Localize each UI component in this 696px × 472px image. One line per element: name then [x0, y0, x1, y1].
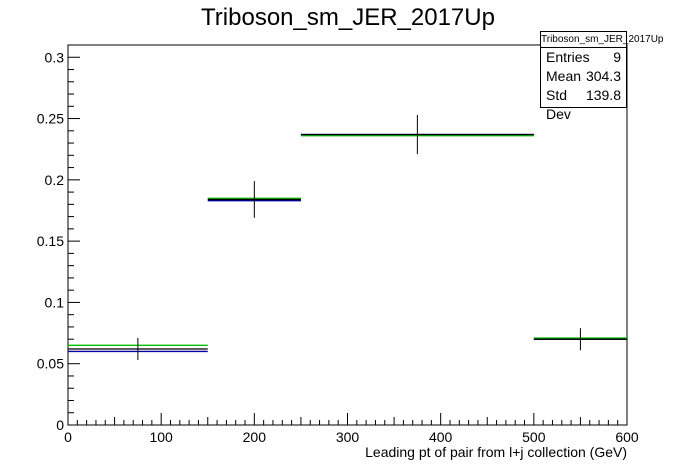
x-axis-label: Leading pt of pair from l+j collection (… [365, 444, 627, 460]
stats-row-mean: Mean 304.3 [541, 67, 626, 86]
stats-label: Std Dev [546, 87, 571, 122]
y-tick-label: 0 [56, 417, 64, 433]
y-tick-label: 0.1 [45, 294, 65, 310]
chart-title: Triboson_sm_JER_2017Up [201, 4, 495, 31]
x-tick-label: 100 [149, 429, 173, 445]
y-tick-label: 0.25 [37, 111, 64, 127]
x-tick-label: 600 [615, 429, 639, 445]
x-tick-label: 500 [522, 429, 546, 445]
stats-row-entries: Entries 9 [541, 48, 626, 67]
y-tick-label: 0.05 [37, 356, 64, 372]
stats-value: 304.3 [585, 68, 621, 84]
stats-box: Triboson_sm_JER_2017Up Entries 9 Mean 30… [540, 31, 663, 122]
stats-label: Entries [546, 49, 590, 65]
x-tick-label: 0 [64, 429, 72, 445]
x-tick-label: 400 [429, 429, 453, 445]
x-tick-label: 300 [336, 429, 360, 445]
y-tick-label: 0.15 [37, 233, 64, 249]
stats-value: 9 [613, 49, 621, 65]
stats-box-name: Triboson_sm_JER_2017Up [541, 32, 663, 48]
stats-label: Mean [546, 68, 582, 84]
stats-row-stddev: Std Dev 139.8 [541, 86, 626, 122]
y-tick-label: 0.3 [45, 49, 65, 65]
y-tick-label: 0.2 [45, 172, 65, 188]
stats-value: 139.8 [585, 87, 621, 103]
x-tick-label: 200 [243, 429, 267, 445]
